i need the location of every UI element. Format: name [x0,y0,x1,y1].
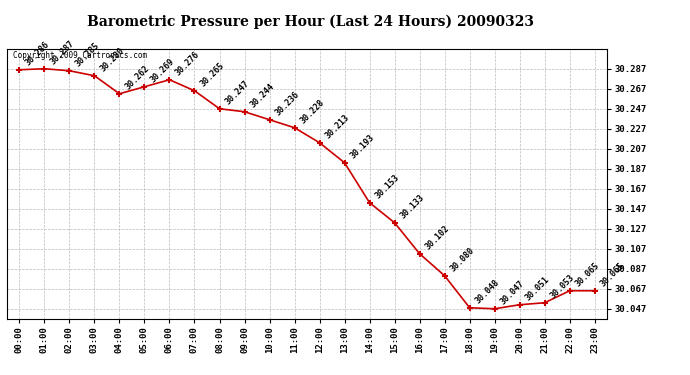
Text: 30.065: 30.065 [599,260,627,288]
Text: 30.262: 30.262 [124,63,151,91]
Text: 30.213: 30.213 [324,112,351,140]
Text: 30.102: 30.102 [424,224,451,251]
Text: 30.053: 30.053 [549,272,576,300]
Text: 30.236: 30.236 [274,89,302,117]
Text: 30.287: 30.287 [48,38,76,66]
Text: 30.269: 30.269 [148,56,176,84]
Text: Barometric Pressure per Hour (Last 24 Hours) 20090323: Barometric Pressure per Hour (Last 24 Ho… [87,15,534,29]
Text: 30.080: 30.080 [448,245,476,273]
Text: Copyright 2009 Cartronics.com: Copyright 2009 Cartronics.com [13,51,147,60]
Text: 30.244: 30.244 [248,81,276,109]
Text: 30.153: 30.153 [374,172,402,200]
Text: 30.051: 30.051 [524,274,551,302]
Text: 30.265: 30.265 [199,60,226,88]
Text: 30.228: 30.228 [299,98,326,125]
Text: 30.285: 30.285 [74,40,101,68]
Text: 30.133: 30.133 [399,192,426,220]
Text: 30.047: 30.047 [499,278,526,306]
Text: 30.065: 30.065 [574,260,602,288]
Text: 30.276: 30.276 [174,50,201,77]
Text: 30.286: 30.286 [23,39,51,67]
Text: 30.280: 30.280 [99,45,126,73]
Text: 30.247: 30.247 [224,78,251,106]
Text: 30.193: 30.193 [348,132,376,160]
Text: 30.048: 30.048 [474,278,502,305]
